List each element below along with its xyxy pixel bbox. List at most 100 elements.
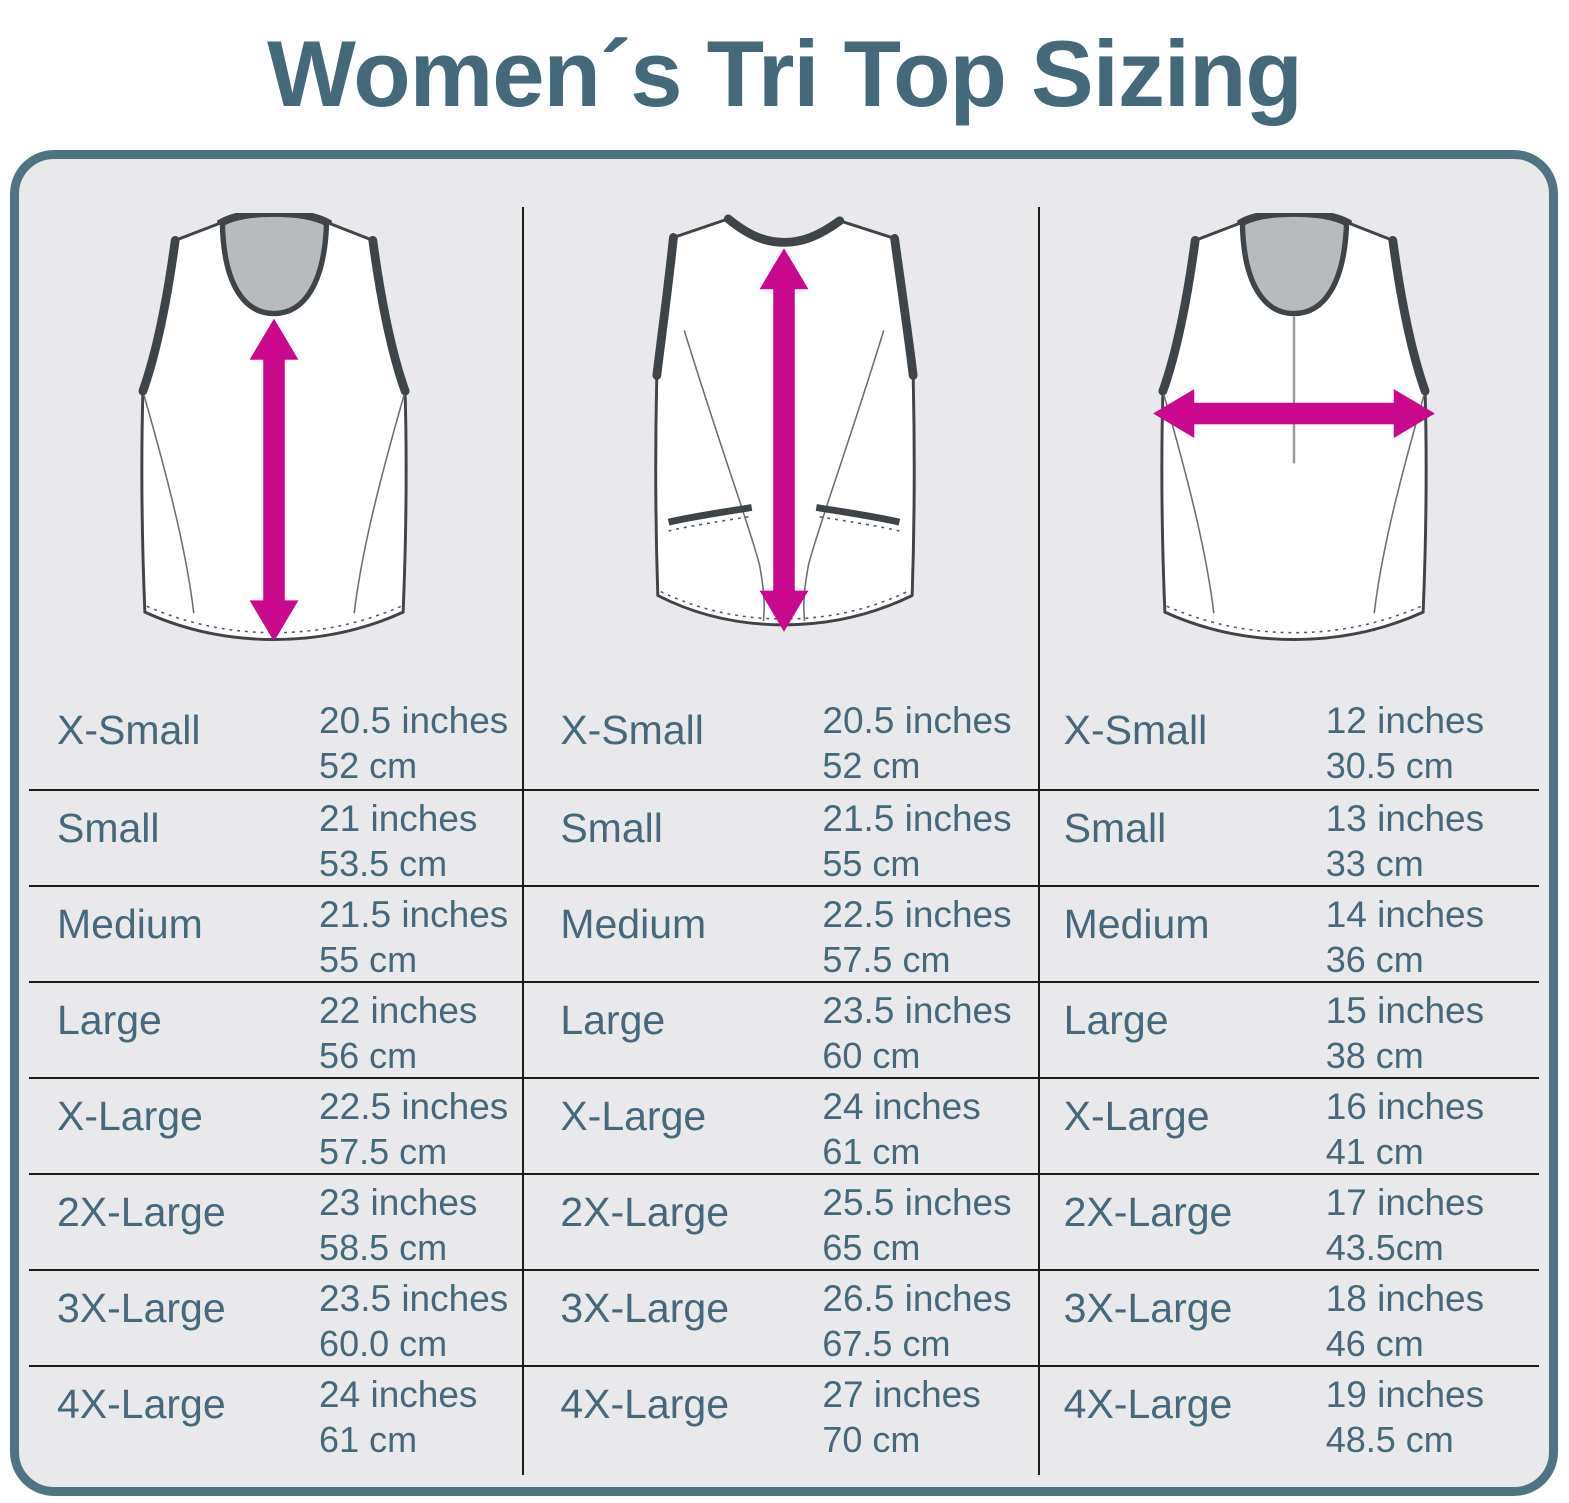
size-label: 2X-Large xyxy=(1035,1173,1326,1269)
right-seam xyxy=(1373,394,1425,614)
measurement-cm: 65 cm xyxy=(822,1227,921,1268)
measurement-cm: 53.5 cm xyxy=(319,843,448,884)
chest-width-arrow xyxy=(1153,389,1435,438)
measurement-inches: 19 inches xyxy=(1325,1374,1485,1415)
left-armhole-trim xyxy=(138,235,180,396)
back-neck-trim xyxy=(723,214,845,247)
measurement-cell: 25.5 inches 65 cm xyxy=(822,1173,1036,1269)
column-divider xyxy=(522,207,525,1475)
measurement-cell: 24 inches 61 cm xyxy=(822,1077,1036,1173)
measurement-cell: 21.5 inches 55 cm xyxy=(319,885,533,981)
size-label: 4X-Large xyxy=(1035,1365,1326,1461)
measurement-cm: 57.5 cm xyxy=(822,939,951,980)
right-pocket-trim xyxy=(815,504,901,526)
page-title: Women´s Tri Top Sizing xyxy=(267,21,1303,126)
measurement-cell: 26.5 inches 67.5 cm xyxy=(822,1269,1036,1365)
back-length-arrow xyxy=(759,248,809,632)
measurement-cm: 46 cm xyxy=(1325,1323,1424,1364)
right-back-seam xyxy=(803,330,885,621)
size-label: 4X-Large xyxy=(29,1365,320,1461)
measurement-cell: 27 inches 70 cm xyxy=(822,1365,1036,1461)
size-label: Small xyxy=(532,789,823,885)
left-pocket-trim xyxy=(667,504,753,526)
measurement-inches: 22.5 inches xyxy=(319,1086,509,1127)
size-label: Medium xyxy=(1035,885,1326,981)
measurement-cm: 60.0 cm xyxy=(319,1323,448,1364)
measurement-cell: 22.5 inches 57.5 cm xyxy=(822,885,1036,981)
size-label: Medium xyxy=(532,885,823,981)
measurement-inches: 24 inches xyxy=(822,1086,981,1127)
measurement-cm: 58.5 cm xyxy=(319,1227,448,1268)
measurement-inches: 25.5 inches xyxy=(822,1182,1012,1223)
measurement-inches: 14 inches xyxy=(1325,894,1485,935)
measurement-cell: 16 inches 41 cm xyxy=(1325,1077,1539,1173)
measurement-inches: 18 inches xyxy=(1325,1278,1485,1319)
measurement-inches: 22.5 inches xyxy=(822,894,1012,935)
size-label: X-Large xyxy=(532,1077,823,1173)
size-label: Small xyxy=(29,789,320,885)
measurement-cm: 60 cm xyxy=(822,1035,921,1076)
column-divider xyxy=(1037,207,1040,1475)
measurement-inches: 24 inches xyxy=(319,1374,478,1415)
measurement-cm: 55 cm xyxy=(319,939,418,980)
measurement-cell: 22 inches 56 cm xyxy=(319,981,533,1077)
front-length-arrow xyxy=(249,318,299,642)
measurement-cell: 23.5 inches 60 cm xyxy=(822,981,1036,1077)
measurement-cell: 24 inches 61 cm xyxy=(319,1365,533,1461)
measurement-inches: 20.5 inches xyxy=(319,700,509,741)
measurement-cell: 20.5 inches 52 cm xyxy=(822,693,1035,789)
tri-top-chest-view-illustration xyxy=(1153,213,1435,641)
measurement-inches: 23.5 inches xyxy=(319,1278,509,1319)
size-label: Large xyxy=(29,981,320,1077)
size-label: X-Large xyxy=(1035,1077,1326,1173)
right-seam xyxy=(353,394,405,614)
size-label: Medium xyxy=(29,885,320,981)
measurement-cm: 33 cm xyxy=(1325,843,1424,884)
measurement-inches: 15 inches xyxy=(1325,990,1485,1031)
right-pocket-stitch xyxy=(816,515,900,532)
measurement-cm: 38 cm xyxy=(1325,1035,1424,1076)
left-seam xyxy=(143,394,195,614)
size-label: Large xyxy=(1035,981,1326,1077)
measurement-cell: 20.5 inches 52 cm xyxy=(319,693,532,789)
measurement-cm: 52 cm xyxy=(822,745,921,786)
measurement-cell: 17 inches 43.5cm xyxy=(1325,1173,1539,1269)
measurement-cell: 15 inches 38 cm xyxy=(1325,981,1539,1077)
measurement-cm: 43.5cm xyxy=(1325,1227,1444,1268)
hem-stitch-line xyxy=(1166,605,1422,634)
right-armhole-trim xyxy=(1388,235,1430,396)
measurement-cell: 13 inches 33 cm xyxy=(1325,789,1539,885)
measurement-cell: 23 inches 58.5 cm xyxy=(319,1173,533,1269)
measurement-cm: 61 cm xyxy=(319,1419,418,1460)
left-armhole-trim xyxy=(1158,235,1200,396)
measurement-inches: 23 inches xyxy=(319,1182,478,1223)
size-label: 3X-Large xyxy=(1035,1269,1326,1365)
measurement-cell: 21 inches 53.5 cm xyxy=(319,789,533,885)
measurement-cm: 67.5 cm xyxy=(822,1323,951,1364)
tri-top-back-view-illustration xyxy=(652,214,918,632)
measurement-cm: 70 cm xyxy=(822,1419,921,1460)
size-label: X-Small xyxy=(57,707,201,753)
measurement-cm: 30.5 cm xyxy=(1325,745,1454,786)
left-pocket-stitch xyxy=(668,515,752,532)
size-label: X-Small xyxy=(1063,707,1208,753)
size-label: 3X-Large xyxy=(29,1269,320,1365)
measurement-inches: 17 inches xyxy=(1325,1182,1485,1223)
measurement-inches: 21 inches xyxy=(319,798,478,839)
measurement-inches: 21.5 inches xyxy=(822,798,1012,839)
measurement-cm: 57.5 cm xyxy=(319,1131,448,1172)
right-armhole-trim xyxy=(890,234,918,380)
measurement-cm: 41 cm xyxy=(1325,1131,1424,1172)
measurement-inches: 27 inches xyxy=(822,1374,981,1415)
size-label: 4X-Large xyxy=(532,1365,823,1461)
size-label: X-Small xyxy=(560,707,704,753)
right-armhole-trim xyxy=(368,235,410,396)
size-label: 2X-Large xyxy=(532,1173,823,1269)
sizing-table: X-Small 20.5 inches 52 cm X-Small 20.5 inche… xyxy=(29,693,1539,1461)
left-armhole-trim xyxy=(652,233,678,380)
measurement-cell: 18 inches 46 cm xyxy=(1325,1269,1539,1365)
garment-illustrations xyxy=(19,159,1549,661)
measurement-cm: 36 cm xyxy=(1325,939,1424,980)
measurement-inches: 21.5 inches xyxy=(319,894,509,935)
sizing-panel: X-Small 20.5 inches 52 cm X-Small 20.5 inche… xyxy=(10,150,1558,1496)
